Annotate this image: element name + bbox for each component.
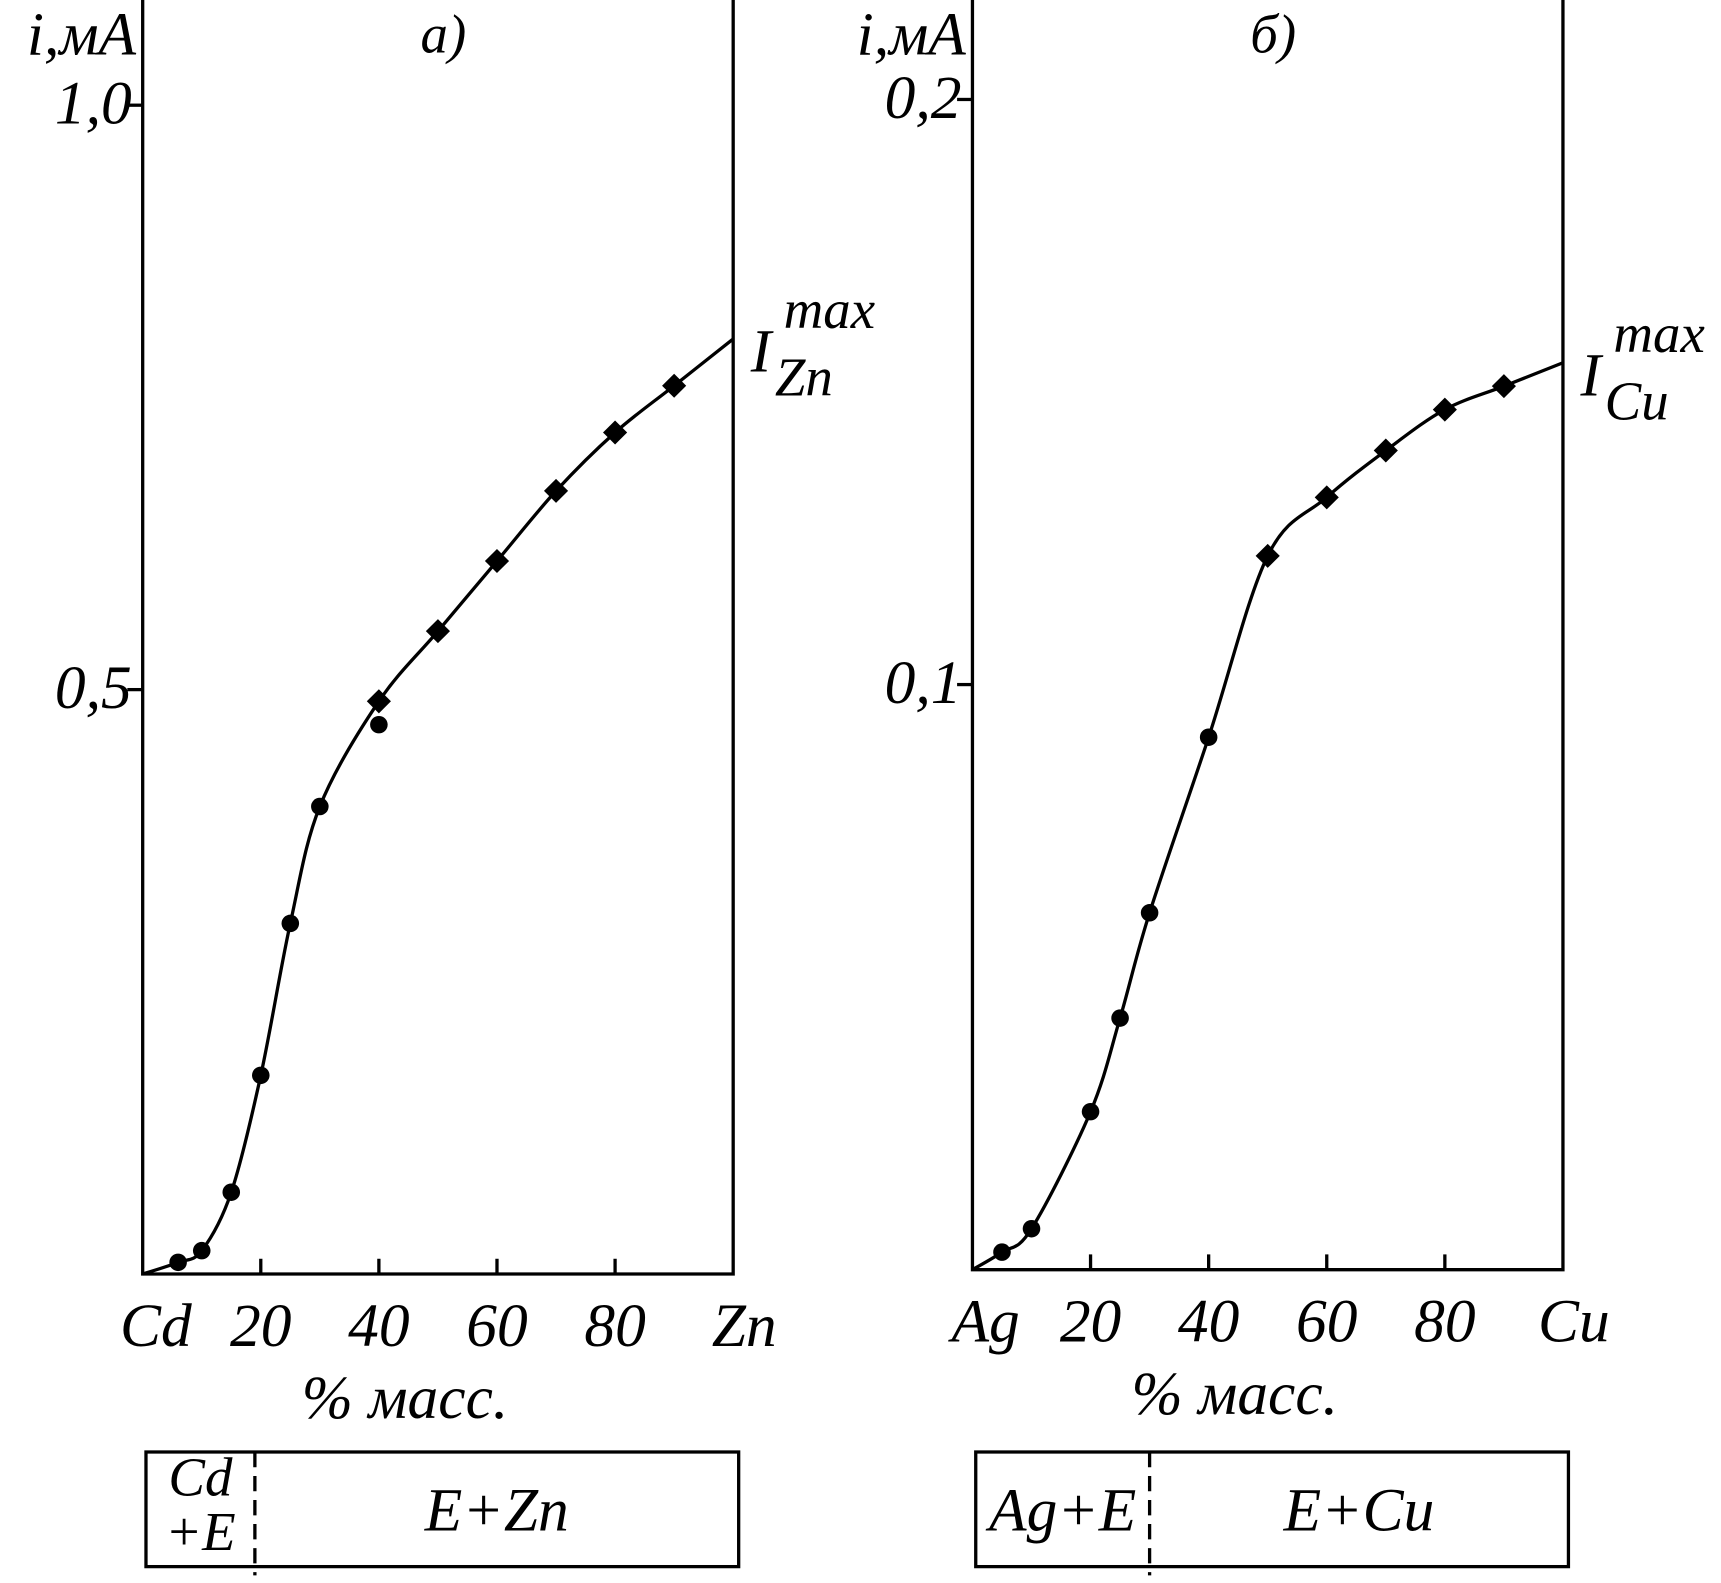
point: [425, 619, 451, 644]
point: [1314, 485, 1339, 510]
x-tick-label: Zn: [712, 1292, 777, 1360]
y-tick-label: 1,0: [55, 70, 132, 138]
x-axis-label: % масс.: [1132, 1360, 1338, 1428]
point: [192, 1241, 211, 1260]
x-tick-label: 40: [1178, 1288, 1239, 1356]
curve: [971, 361, 1564, 1272]
y-axis-label: i,мА: [27, 1, 137, 69]
curve-label-sub: Zn: [775, 347, 833, 408]
point: [1491, 374, 1516, 399]
y-tick-label: 0,5: [55, 654, 132, 722]
point: [1022, 1219, 1041, 1238]
curve-label-main: I: [750, 318, 774, 386]
point: [1373, 438, 1398, 463]
x-tick-label: Cd: [120, 1292, 192, 1360]
axis-frame: [141, 0, 735, 1276]
point: [370, 715, 388, 734]
point: [1199, 728, 1218, 746]
curve-label-sup: max: [784, 279, 875, 340]
panel-label: б): [1250, 4, 1296, 65]
x-tick-label: 60: [1296, 1288, 1357, 1356]
point: [484, 549, 510, 574]
phase-box: [974, 1450, 1571, 1569]
phase-left-label: +E: [165, 1501, 236, 1562]
point: [311, 797, 329, 816]
point: [1111, 1009, 1129, 1027]
y-axis-label: i,мА: [857, 1, 967, 69]
point: [169, 1253, 187, 1272]
point: [281, 914, 300, 933]
point: [366, 689, 391, 714]
x-tick-label: 20: [230, 1292, 291, 1360]
phase-left-label: Cd: [168, 1447, 233, 1508]
x-tick-label: 80: [584, 1292, 645, 1360]
x-tick-label: 60: [466, 1292, 527, 1360]
x-tick-label: Cu: [1538, 1288, 1610, 1356]
curve: [142, 337, 735, 1276]
y-tick-label: 0,2: [885, 64, 962, 132]
curve-label-sup: max: [1613, 303, 1704, 364]
axis-frame: [970, 0, 1565, 1272]
panel-label: а): [421, 4, 467, 65]
point: [1432, 397, 1457, 422]
x-axis-label: % масс.: [302, 1364, 508, 1432]
phase-right-label: E+Zn: [424, 1477, 569, 1545]
point: [1140, 904, 1159, 922]
point: [1255, 543, 1280, 568]
point: [252, 1066, 270, 1085]
curve-label-sub: Cu: [1605, 371, 1669, 432]
curve-label-main: I: [1580, 342, 1604, 410]
y-tick-label: 0,1: [885, 649, 962, 717]
point: [1081, 1102, 1100, 1121]
phase-left-label: Ag+E: [985, 1477, 1136, 1545]
point: [993, 1243, 1011, 1261]
x-tick-label: 20: [1060, 1288, 1121, 1356]
x-tick-label: 80: [1414, 1288, 1475, 1356]
x-tick-label: Ag: [947, 1288, 1019, 1356]
x-tick-label: 40: [348, 1292, 409, 1360]
point: [603, 420, 628, 445]
phase-right-label: E+Cu: [1283, 1477, 1435, 1545]
point: [543, 478, 569, 503]
phase-box: [144, 1450, 741, 1569]
point: [662, 373, 687, 398]
point: [222, 1183, 241, 1201]
